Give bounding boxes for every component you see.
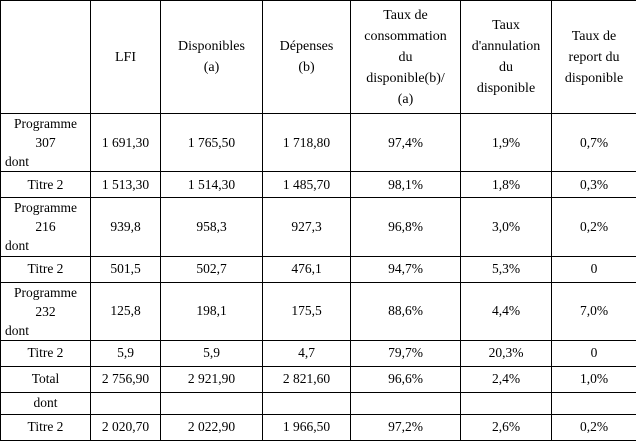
row-label-cell: Programme 216 dont	[0, 197, 91, 257]
cell-taux-annulation: 1,8%	[460, 171, 552, 199]
programme-word: Programme	[14, 200, 77, 216]
row-label-cell: Titre 2	[0, 413, 91, 441]
programme-word: Programme	[14, 116, 77, 132]
cell-disponibles: 1 765,50	[160, 113, 263, 173]
cell-taux-consommation: 97,2%	[350, 413, 461, 441]
header-taux-consommation: Taux de consommation du disponible(b)/ (…	[350, 0, 461, 115]
table-row-dont: dont	[0, 391, 636, 415]
cell-depenses: 1 485,70	[262, 171, 351, 199]
cell-depenses: 927,3	[262, 197, 351, 257]
cell-taux-annulation: 2,4%	[460, 365, 552, 393]
header-lfi: LFI	[90, 0, 161, 115]
header-taux-report: Taux de report du disponible	[551, 0, 636, 115]
cell-disponibles: 2 022,90	[160, 413, 263, 441]
cell-taux-consommation: 98,1%	[350, 171, 461, 199]
table-row-programme-232: Programme 232 dont 125,8 198,1 175,5 88,…	[0, 281, 636, 341]
cell-taux-consommation: 97,4%	[350, 113, 461, 173]
cell-disponibles: 5,9	[160, 339, 263, 367]
row-label-cell: Programme 232 dont	[0, 281, 91, 341]
cell-taux-annulation: 1,9%	[460, 113, 552, 173]
cell-taux-report: 0,7%	[551, 113, 636, 173]
dont-word: dont	[5, 322, 30, 338]
corner-cell	[0, 0, 91, 115]
cell-taux-consommation: 79,7%	[350, 339, 461, 367]
header-row: LFI Disponibles (a) Dépenses (b) Taux de…	[0, 0, 636, 115]
cell-lfi: 2 020,70	[90, 413, 161, 441]
cell-lfi	[90, 391, 161, 415]
row-label-cell: Titre 2	[0, 171, 91, 199]
programme-word: Programme	[14, 284, 77, 300]
row-label-cell: Titre 2	[0, 255, 91, 283]
cell-taux-annulation: 2,6%	[460, 413, 552, 441]
cell-taux-report: 0	[551, 339, 636, 367]
cell-taux-annulation: 5,3%	[460, 255, 552, 283]
cell-lfi: 939,8	[90, 197, 161, 257]
cell-taux-annulation: 3,0%	[460, 197, 552, 257]
table-row-programme-307: Programme 307 dont 1 691,30 1 765,50 1 7…	[0, 113, 636, 173]
cell-taux-report: 1,0%	[551, 365, 636, 393]
cell-depenses: 2 821,60	[262, 365, 351, 393]
cell-depenses: 1 966,50	[262, 413, 351, 441]
cell-depenses: 476,1	[262, 255, 351, 283]
dont-word: dont	[5, 154, 30, 170]
table-row-titre2-232: Titre 2 5,9 5,9 4,7 79,7% 20,3% 0	[0, 339, 636, 367]
cell-disponibles: 958,3	[160, 197, 263, 257]
cell-taux-consommation	[350, 391, 461, 415]
cell-taux-consommation: 88,6%	[350, 281, 461, 341]
cell-depenses: 175,5	[262, 281, 351, 341]
cell-lfi: 1 513,30	[90, 171, 161, 199]
header-depenses: Dépenses (b)	[262, 0, 351, 115]
cell-depenses	[262, 391, 351, 415]
table-row-total: Total 2 756,90 2 921,90 2 821,60 96,6% 2…	[0, 365, 636, 393]
cell-taux-consommation: 96,6%	[350, 365, 461, 393]
row-label-cell: Total	[0, 365, 91, 393]
table-row-titre2-307: Titre 2 1 513,30 1 514,30 1 485,70 98,1%…	[0, 171, 636, 199]
cell-taux-report: 0	[551, 255, 636, 283]
cell-taux-report	[551, 391, 636, 415]
cell-taux-annulation: 4,4%	[460, 281, 552, 341]
table-row-titre2-216: Titre 2 501,5 502,7 476,1 94,7% 5,3% 0	[0, 255, 636, 283]
cell-lfi: 501,5	[90, 255, 161, 283]
row-label-cell: Programme 307 dont	[0, 113, 91, 173]
table-row-titre2-total: Titre 2 2 020,70 2 022,90 1 966,50 97,2%…	[0, 413, 636, 441]
cell-lfi: 2 756,90	[90, 365, 161, 393]
cell-taux-report: 7,0%	[551, 281, 636, 341]
programme-number: 232	[35, 303, 56, 319]
row-label-cell: dont	[0, 391, 91, 415]
cell-taux-annulation	[460, 391, 552, 415]
row-label-cell: Titre 2	[0, 339, 91, 367]
cell-disponibles: 1 514,30	[160, 171, 263, 199]
cell-disponibles	[160, 391, 263, 415]
cell-taux-report: 0,2%	[551, 197, 636, 257]
cell-taux-report: 0,3%	[551, 171, 636, 199]
cell-depenses: 1 718,80	[262, 113, 351, 173]
cell-lfi: 5,9	[90, 339, 161, 367]
cell-disponibles: 2 921,90	[160, 365, 263, 393]
cell-taux-annulation: 20,3%	[460, 339, 552, 367]
cell-disponibles: 502,7	[160, 255, 263, 283]
cell-disponibles: 198,1	[160, 281, 263, 341]
cell-taux-consommation: 94,7%	[350, 255, 461, 283]
cell-taux-consommation: 96,8%	[350, 197, 461, 257]
cell-lfi: 125,8	[90, 281, 161, 341]
programme-number: 307	[35, 135, 56, 151]
programme-number: 216	[35, 219, 56, 235]
header-disponibles: Disponibles (a)	[160, 0, 263, 115]
cell-lfi: 1 691,30	[90, 113, 161, 173]
cell-depenses: 4,7	[262, 339, 351, 367]
table-row-programme-216: Programme 216 dont 939,8 958,3 927,3 96,…	[0, 197, 636, 257]
header-taux-annulation: Taux d'annulation du disponible	[460, 0, 552, 115]
dont-word: dont	[5, 238, 30, 254]
cell-taux-report: 0,2%	[551, 413, 636, 441]
